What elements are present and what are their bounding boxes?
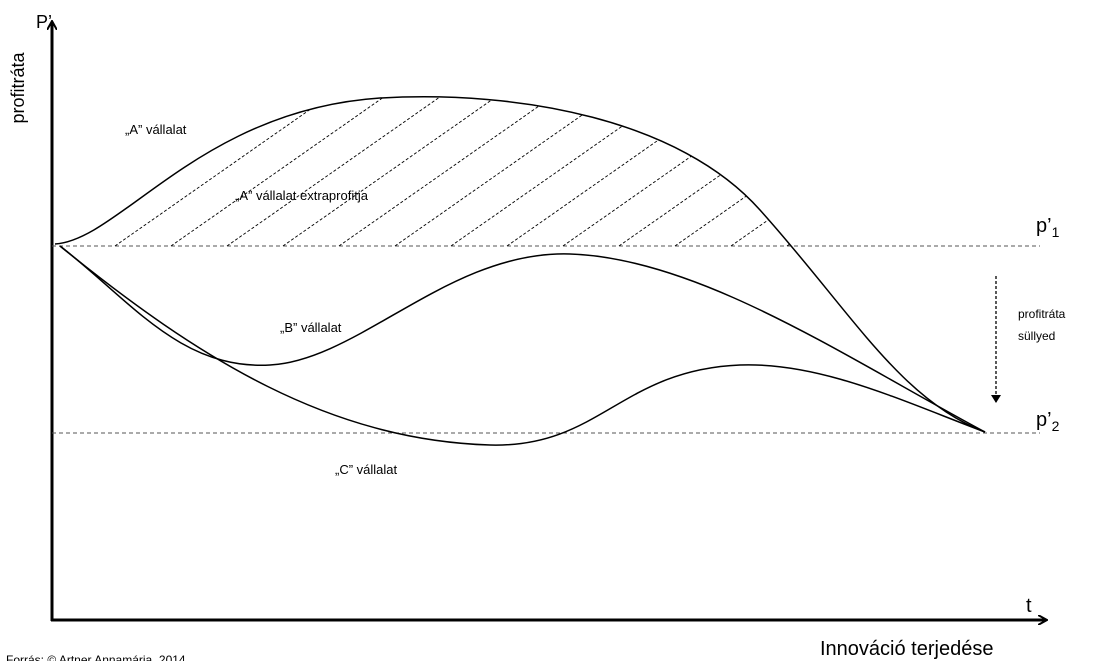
hatch-line [450,96,682,246]
curve-label: „A” vállalat extraprofitja [235,188,369,203]
hatch-line [506,96,738,246]
hatch-line [170,96,402,246]
hatch-line [674,96,906,246]
curve-label: „C” vállalat [335,462,398,477]
hatch-line [226,96,458,246]
note: profitráta [1018,307,1066,321]
curve-label: „B” vállalat [280,320,342,335]
x-symbol: t [1026,595,1032,617]
hatch-line [786,96,985,246]
y-symbol: P’ [36,12,52,32]
source: Forrás: © Artner Annamária, 2014 [6,653,186,661]
hatch-line [282,96,514,246]
level-label: p’1 [1036,215,1060,240]
curve-a [54,96,986,433]
hatch-line [618,96,850,246]
curve-c [59,245,986,446]
x-label: Innováció terjedése [820,638,993,660]
hatch-line [114,96,346,246]
note: süllyed [1018,329,1055,343]
hatch-line [338,96,570,246]
hatch-line [562,96,794,246]
hatch-line [730,96,962,246]
curve-b [59,245,986,433]
hatch-area [114,96,985,246]
level-label: p’2 [1036,409,1060,434]
y-label: profitráta [8,52,28,124]
hatch-line [394,96,626,246]
curve-label: „A” vállalat [125,122,187,137]
